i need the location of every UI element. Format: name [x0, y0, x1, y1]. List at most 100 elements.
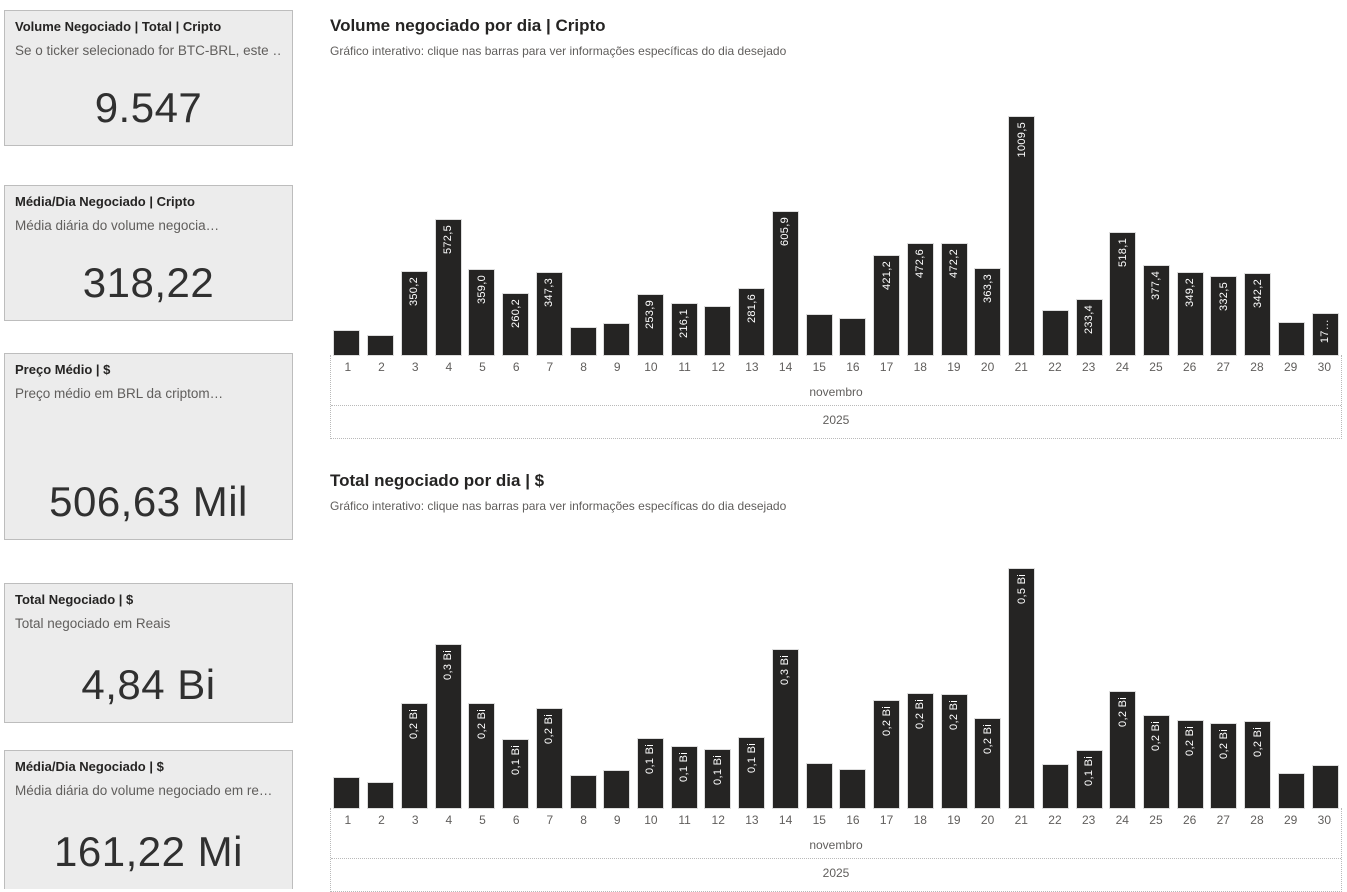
- bar[interactable]: 332,5: [1211, 277, 1237, 355]
- bar-day-11[interactable]: 216,1: [667, 117, 701, 355]
- bar-day-22[interactable]: [1038, 117, 1072, 355]
- bar-day-17[interactable]: 421,2: [870, 117, 904, 355]
- bar-day-9[interactable]: [600, 569, 634, 808]
- bar-day-13[interactable]: 0,1 Bi: [735, 569, 769, 808]
- bar-day-3[interactable]: 0,2 Bi: [397, 569, 431, 808]
- bar-day-1[interactable]: [330, 569, 364, 808]
- bar[interactable]: 0,2 Bi: [874, 701, 900, 808]
- bar[interactable]: [705, 307, 731, 355]
- bar[interactable]: 0,1 Bi: [671, 747, 697, 808]
- bar[interactable]: 0,2 Bi: [1211, 724, 1237, 808]
- bar[interactable]: 350,2: [401, 272, 427, 355]
- bar-day-6[interactable]: 260,2: [499, 117, 533, 355]
- bar-day-24[interactable]: 0,2 Bi: [1106, 569, 1140, 808]
- bar-day-16[interactable]: [836, 569, 870, 808]
- bar-day-29[interactable]: [1275, 569, 1309, 808]
- bar[interactable]: [334, 778, 360, 808]
- bar-day-8[interactable]: [566, 117, 600, 355]
- bar[interactable]: 0,2 Bi: [401, 704, 427, 808]
- bar[interactable]: 0,2 Bi: [1110, 692, 1136, 808]
- bar[interactable]: 281,6: [739, 289, 765, 355]
- bar[interactable]: [840, 770, 866, 808]
- bar-day-30[interactable]: [1308, 569, 1342, 808]
- bar-day-25[interactable]: 377,4: [1140, 117, 1174, 355]
- bar[interactable]: 0,3 Bi: [435, 645, 461, 808]
- bar[interactable]: 0,1 Bi: [705, 750, 731, 808]
- bar-day-5[interactable]: 359,0: [465, 117, 499, 355]
- bar[interactable]: 0,1 Bi: [637, 739, 663, 808]
- bar[interactable]: 0,2 Bi: [907, 694, 933, 808]
- bar-day-5[interactable]: 0,2 Bi: [465, 569, 499, 808]
- bar[interactable]: 605,9: [772, 212, 798, 355]
- bar[interactable]: [334, 331, 360, 355]
- bar-day-26[interactable]: 0,2 Bi: [1173, 569, 1207, 808]
- bar[interactable]: 0,2 Bi: [975, 719, 1001, 808]
- bar-day-15[interactable]: [802, 117, 836, 355]
- bar-day-27[interactable]: 0,2 Bi: [1207, 569, 1241, 808]
- bar-day-23[interactable]: 0,1 Bi: [1072, 569, 1106, 808]
- bar[interactable]: 233,4: [1076, 300, 1102, 355]
- bar-day-28[interactable]: 0,2 Bi: [1241, 569, 1275, 808]
- bar-day-11[interactable]: 0,1 Bi: [667, 569, 701, 808]
- bar-day-19[interactable]: 472,2: [937, 117, 971, 355]
- bar[interactable]: 0,2 Bi: [536, 709, 562, 808]
- bar-day-22[interactable]: [1038, 569, 1072, 808]
- bar-day-25[interactable]: 0,2 Bi: [1140, 569, 1174, 808]
- bar-day-26[interactable]: 349,2: [1173, 117, 1207, 355]
- bar-day-21[interactable]: 0,5 Bi: [1005, 569, 1039, 808]
- bar-day-14[interactable]: 0,3 Bi: [769, 569, 803, 808]
- bar[interactable]: 0,2 Bi: [1177, 721, 1203, 808]
- bar-day-20[interactable]: 0,2 Bi: [971, 569, 1005, 808]
- bar-day-7[interactable]: 347,3: [532, 117, 566, 355]
- bar[interactable]: 0,1 Bi: [503, 740, 529, 808]
- bar[interactable]: 0,1 Bi: [739, 738, 765, 808]
- bar[interactable]: 253,9: [637, 295, 663, 355]
- bar-day-24[interactable]: 518,1: [1106, 117, 1140, 355]
- bar-day-2[interactable]: [364, 117, 398, 355]
- bar[interactable]: [570, 328, 596, 355]
- bar[interactable]: 260,2: [503, 294, 529, 355]
- bar-day-18[interactable]: 0,2 Bi: [903, 569, 937, 808]
- bar[interactable]: 421,2: [874, 256, 900, 355]
- bar[interactable]: 472,2: [941, 244, 967, 355]
- bar[interactable]: [1312, 766, 1338, 808]
- bar-day-2[interactable]: [364, 569, 398, 808]
- bar[interactable]: 349,2: [1177, 273, 1203, 355]
- bar-day-12[interactable]: 0,1 Bi: [701, 569, 735, 808]
- bar-day-3[interactable]: 350,2: [397, 117, 431, 355]
- bar[interactable]: 572,5: [435, 220, 461, 355]
- bar[interactable]: [368, 336, 394, 355]
- bar[interactable]: 1009,5: [1009, 117, 1035, 355]
- bar[interactable]: 0,1 Bi: [1076, 751, 1102, 808]
- bar-day-17[interactable]: 0,2 Bi: [870, 569, 904, 808]
- bar[interactable]: 0,2 Bi: [941, 695, 967, 808]
- bar-day-10[interactable]: 0,1 Bi: [634, 569, 668, 808]
- bar-day-10[interactable]: 253,9: [634, 117, 668, 355]
- bar-day-4[interactable]: 572,5: [431, 117, 465, 355]
- bar-day-15[interactable]: [802, 569, 836, 808]
- bar-day-14[interactable]: 605,9: [769, 117, 803, 355]
- bar[interactable]: 518,1: [1110, 233, 1136, 355]
- bar[interactable]: [1278, 774, 1304, 808]
- bar[interactable]: [1278, 323, 1304, 355]
- bar-day-29[interactable]: [1275, 117, 1309, 355]
- bar[interactable]: 17…: [1312, 314, 1338, 355]
- bar-day-9[interactable]: [600, 117, 634, 355]
- bar-day-23[interactable]: 233,4: [1072, 117, 1106, 355]
- bar-day-7[interactable]: 0,2 Bi: [532, 569, 566, 808]
- bar-day-20[interactable]: 363,3: [971, 117, 1005, 355]
- bar-day-13[interactable]: 281,6: [735, 117, 769, 355]
- bar-day-8[interactable]: [566, 569, 600, 808]
- bar-day-4[interactable]: 0,3 Bi: [431, 569, 465, 808]
- bar[interactable]: 0,2 Bi: [1245, 722, 1271, 808]
- bar-day-28[interactable]: 342,2: [1241, 117, 1275, 355]
- bar[interactable]: 0,5 Bi: [1009, 569, 1035, 808]
- bar-day-16[interactable]: [836, 117, 870, 355]
- bar[interactable]: 0,2 Bi: [1143, 716, 1169, 808]
- bar-day-12[interactable]: [701, 117, 735, 355]
- bar[interactable]: [806, 764, 832, 808]
- bar-day-19[interactable]: 0,2 Bi: [937, 569, 971, 808]
- bar[interactable]: 0,3 Bi: [772, 650, 798, 808]
- bar[interactable]: [840, 319, 866, 355]
- bar[interactable]: [806, 315, 832, 355]
